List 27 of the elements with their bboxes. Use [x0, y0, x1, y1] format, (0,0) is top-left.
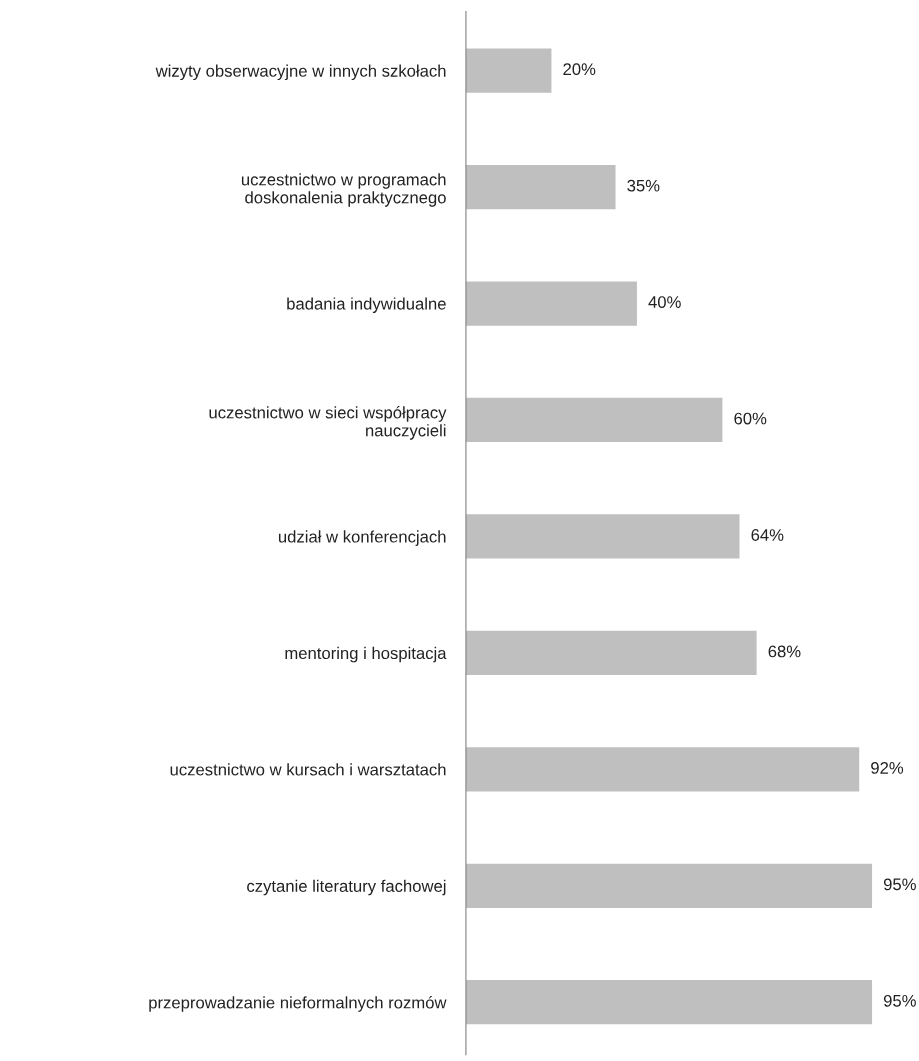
data-label: 20%: [563, 63, 596, 76]
bar: [465, 630, 757, 675]
data-label: 68%: [768, 645, 801, 658]
bar: [465, 397, 723, 443]
bar: [465, 863, 873, 908]
data-label: 95%: [883, 878, 916, 891]
y-tick-label: wizyty obserwacyjne w innych szkołach: [155, 64, 446, 81]
data-label: 35%: [627, 179, 660, 192]
data-label: 95%: [883, 994, 916, 1007]
y-tick-label: uczestnictwo w programach doskonalenia praktycznego: [241, 173, 446, 207]
data-label: 92%: [871, 761, 904, 774]
bar: [465, 980, 873, 1025]
y-tick-label: przeprowadzanie nieformalnych rozmów: [149, 996, 447, 1012]
data-label: 60%: [734, 412, 767, 425]
y-tick-label: czytanie literatury fachowej: [247, 879, 446, 896]
y-tick-label: udział w konferencjach: [278, 530, 446, 546]
bar: [465, 281, 637, 326]
data-label: 40%: [648, 296, 681, 308]
data-label: 64%: [751, 529, 784, 541]
y-tick-label: uczestnictwo w kursach i warsztatach: [170, 763, 446, 776]
bar: [465, 747, 860, 792]
y-tick-label: uczestnictwo w sieci współpracy nauczycieli: [209, 406, 447, 440]
bar: [465, 164, 616, 210]
bar: [465, 48, 552, 93]
y-tick-label: badania indywidualne: [287, 297, 446, 313]
bar: [465, 514, 740, 559]
y-tick-label: mentoring i hospitacja: [285, 646, 447, 663]
